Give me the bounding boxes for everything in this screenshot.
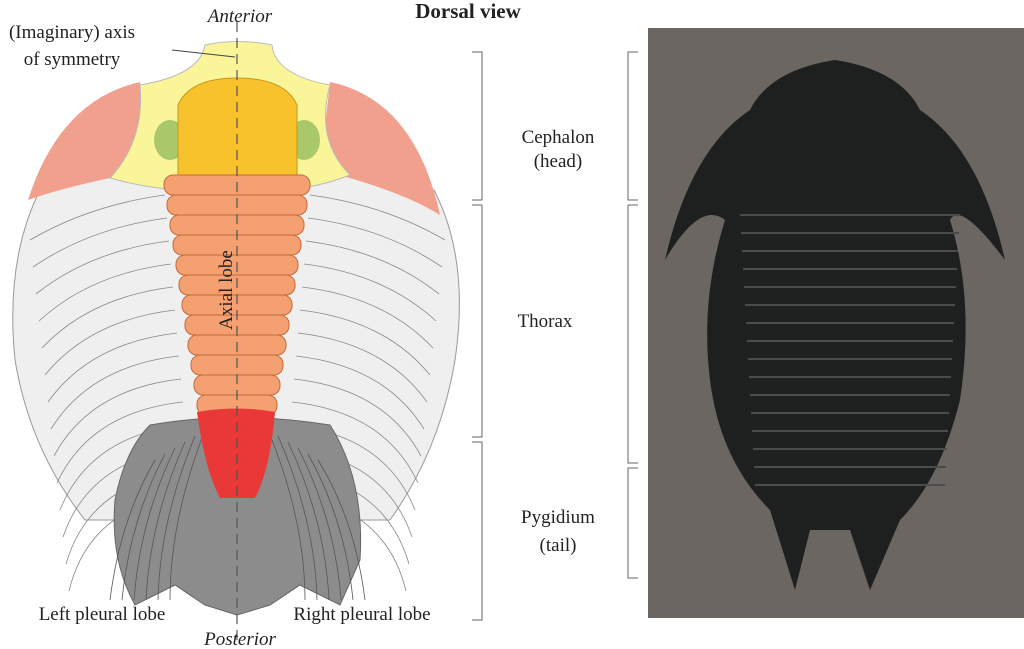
pleural-furrow <box>293 378 422 457</box>
region-label: Thorax <box>518 311 573 332</box>
title: Dorsal view <box>415 0 521 23</box>
pleural-furrow <box>295 355 425 430</box>
pleural-furrow <box>44 309 176 376</box>
pleural-furrow <box>50 355 180 430</box>
pygidial-furrow <box>109 459 156 601</box>
axial-lobe-label: Axial lobe <box>216 250 237 330</box>
pleural-furrow <box>53 378 182 457</box>
pygidial-furrow <box>145 441 186 601</box>
pleural-furrow <box>303 263 437 322</box>
region-label: Cephalon <box>522 127 595 148</box>
axis-label: of symmetry <box>24 49 121 70</box>
pointer <box>171 49 236 58</box>
pygidial-furrow <box>133 447 176 601</box>
pygidial-furrow <box>267 429 306 601</box>
right-pleural-label: Right pleural lobe <box>293 604 430 625</box>
region-label: (tail) <box>540 535 577 556</box>
pygidial-furrow <box>169 429 206 601</box>
pleural-furrow <box>309 194 446 241</box>
pleural-furrow <box>307 217 443 268</box>
region-label: (head) <box>534 151 583 172</box>
bracket-right <box>627 51 638 579</box>
pygidial-furrow <box>157 435 196 601</box>
bracket-left <box>472 51 483 621</box>
pleural-furrow <box>29 194 166 241</box>
pleural-furrow <box>297 332 428 403</box>
genal-spine-right <box>320 82 440 215</box>
fossil-specimen <box>665 60 1005 590</box>
anterior-label: Anterior <box>206 6 273 27</box>
pygidial-furrow <box>307 453 354 601</box>
pleural-furrow <box>41 286 174 349</box>
pleural-furrow <box>47 332 178 403</box>
pleural-furrow <box>299 309 431 376</box>
pygidial-furrow <box>317 459 366 601</box>
pygidial-furrow <box>287 441 330 601</box>
axis-label: (Imaginary) axis <box>9 22 135 43</box>
pygidial-furrow <box>297 447 342 601</box>
pleural-furrow <box>56 401 184 484</box>
pleural-furrow <box>301 286 434 349</box>
pleural-furrow <box>38 263 172 322</box>
pleural-furrow <box>305 240 440 295</box>
pleural-furrow <box>291 401 419 484</box>
pygidial-furrow <box>121 453 166 601</box>
posterior-label: Posterior <box>203 629 276 649</box>
pleural-furrow <box>35 240 170 295</box>
pygidial-furrow <box>277 435 318 601</box>
pleural-furrow <box>32 217 168 268</box>
left-pleural-label: Left pleural lobe <box>39 604 166 625</box>
region-label: Pygidium <box>521 507 595 528</box>
pygidium-axis <box>197 408 275 498</box>
